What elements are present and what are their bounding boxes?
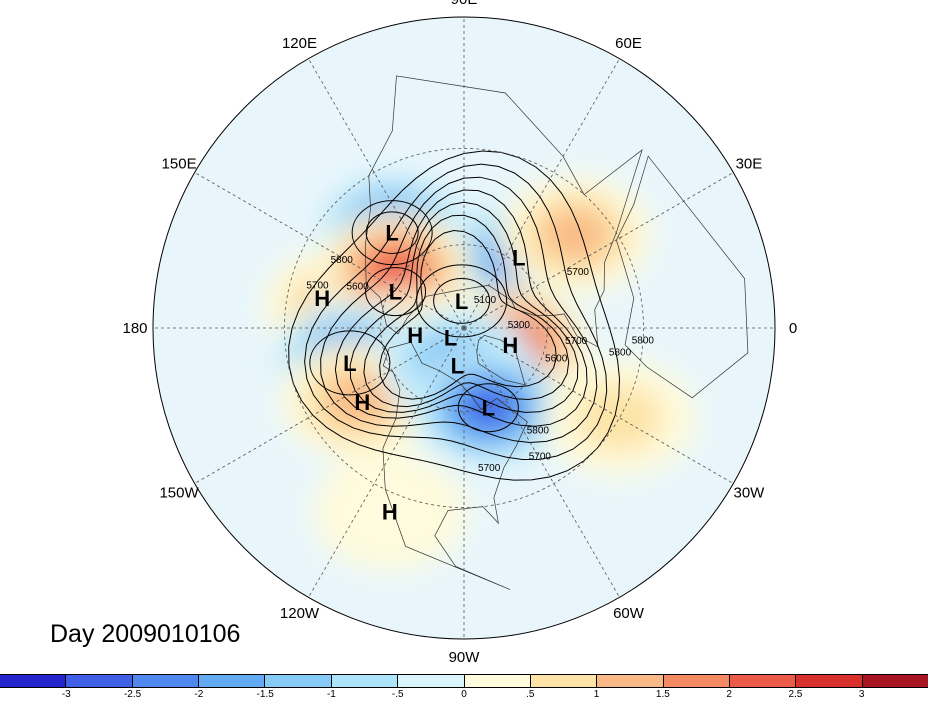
longitude-label: 30W: [734, 485, 766, 502]
low-pressure-label: L: [455, 289, 468, 314]
colorbar-tick-label: 1.5: [656, 689, 670, 700]
high-pressure-label: H: [382, 500, 398, 525]
colorbar-tick-label: -1.5: [257, 689, 274, 700]
contour-label: 5800: [609, 348, 632, 359]
anomaly-blob: [576, 384, 664, 452]
high-pressure-label: H: [407, 323, 423, 348]
colorbar-swatch: [133, 675, 199, 687]
polar-stereographic-map: 5800 5700 5600 5300 5100 5700 5800 5700 5600 5700…: [0, 0, 928, 674]
low-pressure-label: L: [512, 246, 525, 271]
contour-label: 5700: [529, 451, 552, 462]
colorbar-swatch: [863, 675, 928, 687]
longitude-label: 150E: [162, 156, 197, 173]
colorbar-swatch: [730, 675, 796, 687]
low-pressure-label: L: [389, 280, 402, 305]
longitude-label: 180: [122, 320, 147, 337]
longitude-label: 0: [789, 320, 797, 337]
contour-label: 5800: [527, 426, 550, 437]
colorbar-swatch: [398, 675, 464, 687]
colorbar-swatch: [796, 675, 862, 687]
colorbar-swatch: [0, 675, 66, 687]
colorbar-swatch: [332, 675, 398, 687]
longitude-label: 90W: [449, 649, 481, 666]
colorbar-tick-label: -.5: [392, 689, 404, 700]
contour-label: 5600: [347, 281, 370, 292]
low-pressure-label: L: [444, 325, 457, 350]
colorbar-tick-label: 0: [461, 689, 467, 700]
colorbar-swatch: [597, 675, 663, 687]
longitude-label: 150W: [159, 485, 199, 502]
low-pressure-label: L: [451, 354, 464, 379]
colorbar-tick-label: -1: [327, 689, 336, 700]
contour-label: 5700: [565, 336, 588, 347]
high-pressure-label: H: [354, 390, 370, 415]
contour-label: 5600: [545, 354, 568, 365]
date-title: Day 2009010106: [50, 620, 240, 649]
colorbar-tick-label: 2.5: [788, 689, 802, 700]
colorbar-tick-label: -2.5: [124, 689, 141, 700]
colorbar-tick-label: 1: [594, 689, 600, 700]
contour-label: 5700: [567, 267, 590, 278]
colorbar-swatch: [465, 675, 531, 687]
longitude-label: 60W: [613, 605, 645, 622]
low-pressure-label: L: [385, 221, 398, 246]
contour-label: 5800: [331, 255, 354, 266]
longitude-label: 60E: [615, 35, 642, 52]
longitude-label: 90E: [451, 0, 478, 8]
contour-label: 5700: [478, 463, 501, 474]
longitude-label: 120E: [282, 35, 317, 52]
contour-label: 5300: [508, 320, 531, 331]
low-pressure-label: L: [343, 351, 356, 376]
high-pressure-label: H: [502, 333, 518, 358]
colorbar-swatch: [66, 675, 132, 687]
contour-label: 5100: [474, 295, 497, 306]
colorbar-swatch: [265, 675, 331, 687]
colorbar-tick-label: -3: [62, 689, 71, 700]
colorbar-swatch: [664, 675, 730, 687]
longitude-label: 120W: [280, 605, 320, 622]
colorbar-tick-label: 3: [859, 689, 865, 700]
anomaly-blob: [542, 209, 608, 260]
contour-label: 5800: [632, 336, 655, 347]
colorbar-swatch: [199, 675, 265, 687]
colorbar-tick-label: .5: [526, 689, 534, 700]
low-pressure-label: L: [482, 396, 495, 421]
high-pressure-label: H: [314, 286, 330, 311]
colorbar: [0, 674, 928, 688]
colorbar-tick-label: 2: [726, 689, 732, 700]
colorbar-swatch: [531, 675, 597, 687]
longitude-label: 30E: [736, 156, 763, 173]
colorbar-tick-labels: -3 -2.5 -2 -1.5 -1 -.5 0 .5 1 1.5 2 2.5 3: [0, 689, 928, 702]
colorbar-tick-label: -2: [194, 689, 203, 700]
